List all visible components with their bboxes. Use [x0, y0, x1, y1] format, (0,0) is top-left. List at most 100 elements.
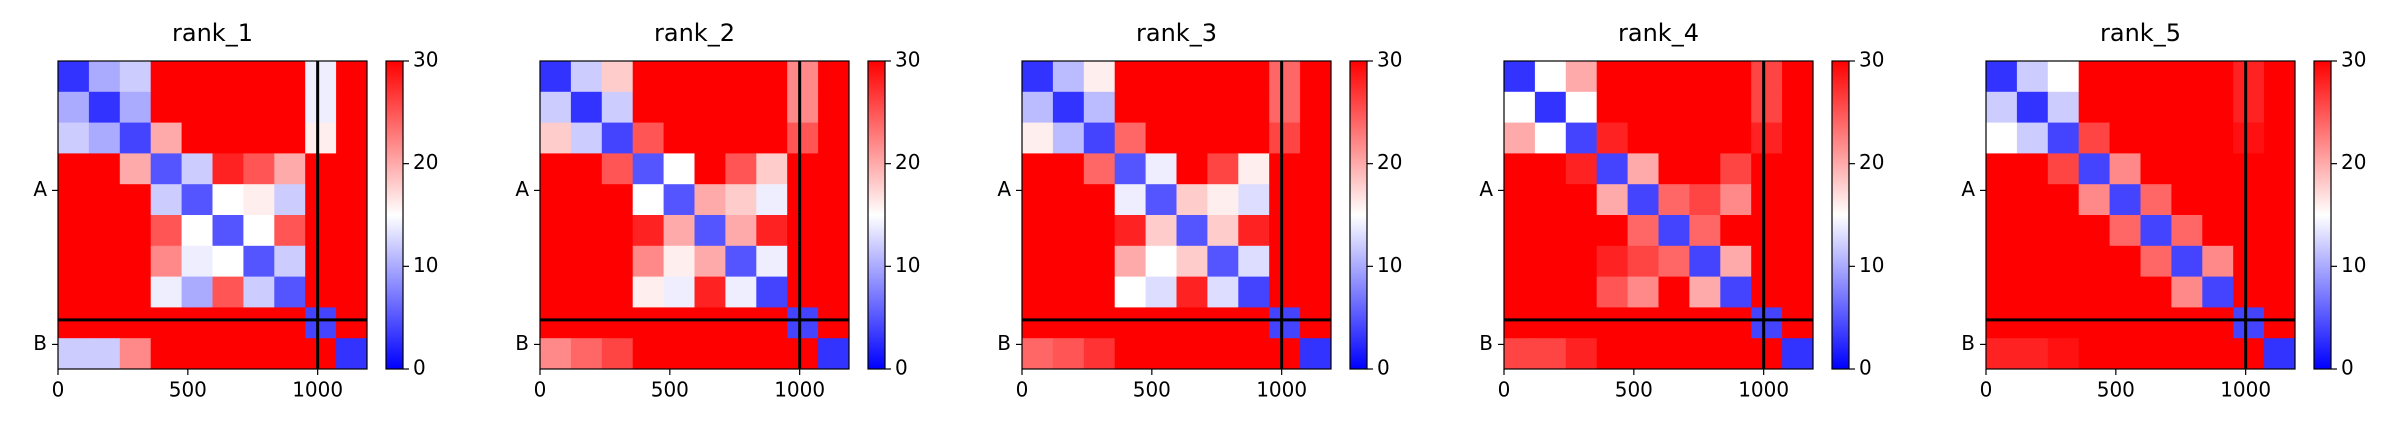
heatmap-cell [181, 61, 213, 93]
heatmap-cell [1596, 307, 1629, 339]
x-tick-label: 0 [1980, 378, 1993, 402]
heatmap-cell [601, 215, 634, 247]
heatmap-cell [2140, 153, 2172, 185]
heatmap-cell [2078, 184, 2111, 216]
heatmap-cell [2202, 122, 2234, 154]
heatmap-cell [119, 338, 152, 369]
heatmap-cell [1114, 184, 1147, 216]
y-tick-label: B [1479, 331, 1493, 355]
heatmap-cell [1022, 276, 1054, 308]
colorbar-tick-label: 30 [1377, 48, 1402, 72]
heatmap-cell [818, 307, 849, 339]
heatmap-cell [58, 215, 90, 247]
heatmap-cell [2016, 276, 2049, 308]
heatmap-cell [632, 153, 665, 185]
heatmap-cell [2171, 276, 2203, 308]
heatmap-cell [540, 61, 572, 93]
heatmap-cell [1658, 276, 1690, 308]
heatmap-cell [1627, 307, 1659, 339]
heatmap-cell [2202, 184, 2234, 216]
heatmap-cell [1300, 276, 1331, 308]
heatmap-cell [2264, 61, 2295, 93]
heatmap-cell [2171, 91, 2203, 124]
heatmap-cell [756, 245, 788, 278]
heatmap-cell [88, 122, 121, 154]
heatmap-cell [601, 91, 634, 124]
heatmap-cell [1022, 184, 1054, 216]
heatmap-cell [1627, 276, 1659, 308]
colorbar-tick-label: 20 [1859, 150, 1884, 174]
heatmap-cell [1627, 153, 1659, 185]
heatmap-cell [212, 153, 244, 185]
colorbar [1349, 60, 1368, 370]
heatmap-cell [1145, 276, 1177, 308]
heatmap-cell [694, 276, 726, 308]
heatmap-cell [1269, 307, 1301, 339]
heatmap-cell [1176, 245, 1208, 278]
heatmap-cell [212, 91, 244, 124]
heatmap-cell [725, 276, 757, 308]
heatmap-cell [274, 215, 306, 247]
heatmap-cell [1504, 215, 1536, 247]
heatmap-cell [601, 245, 634, 278]
colorbar [385, 60, 404, 370]
heatmap-cell [2233, 338, 2265, 369]
heatmap-cell [1720, 122, 1752, 154]
heatmap-cell [2078, 245, 2111, 278]
heatmap-cell [2264, 215, 2295, 247]
heatmap-cell [787, 245, 819, 278]
heatmap-cell [336, 215, 367, 247]
heatmap-cell [1114, 122, 1147, 154]
colorbar-tick-label: 30 [1859, 48, 1884, 72]
heatmap-cell [1565, 91, 1598, 124]
heatmap-cell [274, 307, 306, 339]
heatmap-cell [632, 61, 665, 93]
heatmap-cell [1083, 245, 1116, 278]
heatmap-cell [1986, 276, 2018, 308]
heatmap-cell [1022, 245, 1054, 278]
heatmap-cell [1782, 215, 1813, 247]
heatmap-cell [632, 91, 665, 124]
heatmap-cell [540, 184, 572, 216]
colorbar-tick-label: 0 [1377, 356, 1390, 380]
heatmap-cell [1083, 276, 1116, 308]
heatmap-cell [1207, 307, 1239, 339]
heatmap-cell [181, 307, 213, 339]
x-tick-label: 0 [534, 378, 547, 402]
heatmap-cell [58, 276, 90, 308]
heatmap-cell [540, 122, 572, 154]
heatmap-cell [540, 307, 572, 339]
heatmap-cell [58, 307, 90, 339]
heatmap-cell [2047, 91, 2080, 124]
heatmap-cell [1782, 245, 1813, 278]
heatmap-cell [181, 245, 213, 278]
heatmap-cell [663, 61, 695, 93]
heatmap-cell [694, 153, 726, 185]
heatmap-cell [2140, 61, 2172, 93]
heatmap-cell [663, 215, 695, 247]
heatmap-cells [1986, 61, 2295, 369]
heatmap-cell [1114, 338, 1147, 369]
heatmap-cell [336, 153, 367, 185]
heatmap-cell [2047, 276, 2080, 308]
heatmap-cell [540, 245, 572, 278]
heatmap-cell [1022, 153, 1054, 185]
heatmap-cell [663, 153, 695, 185]
heatmap-cell [2140, 276, 2172, 308]
y-tick-label: B [33, 331, 47, 355]
heatmap-cell [2202, 276, 2234, 308]
heatmap-cell [1782, 338, 1813, 369]
heatmap-cell [305, 153, 337, 185]
heatmap-cell [88, 153, 121, 185]
heatmap-cell [2202, 215, 2234, 247]
heatmap-cell [274, 276, 306, 308]
heatmap-cell [181, 338, 213, 369]
heatmap-cell [2078, 307, 2111, 339]
heatmap-cells [58, 61, 367, 369]
heatmap-cell [1658, 338, 1690, 369]
heatmap-cell [1145, 245, 1177, 278]
heatmap-cell [2264, 276, 2295, 308]
heatmap-cell [787, 338, 819, 369]
heatmap-cell [1720, 338, 1752, 369]
heatmap-cell [1565, 153, 1598, 185]
